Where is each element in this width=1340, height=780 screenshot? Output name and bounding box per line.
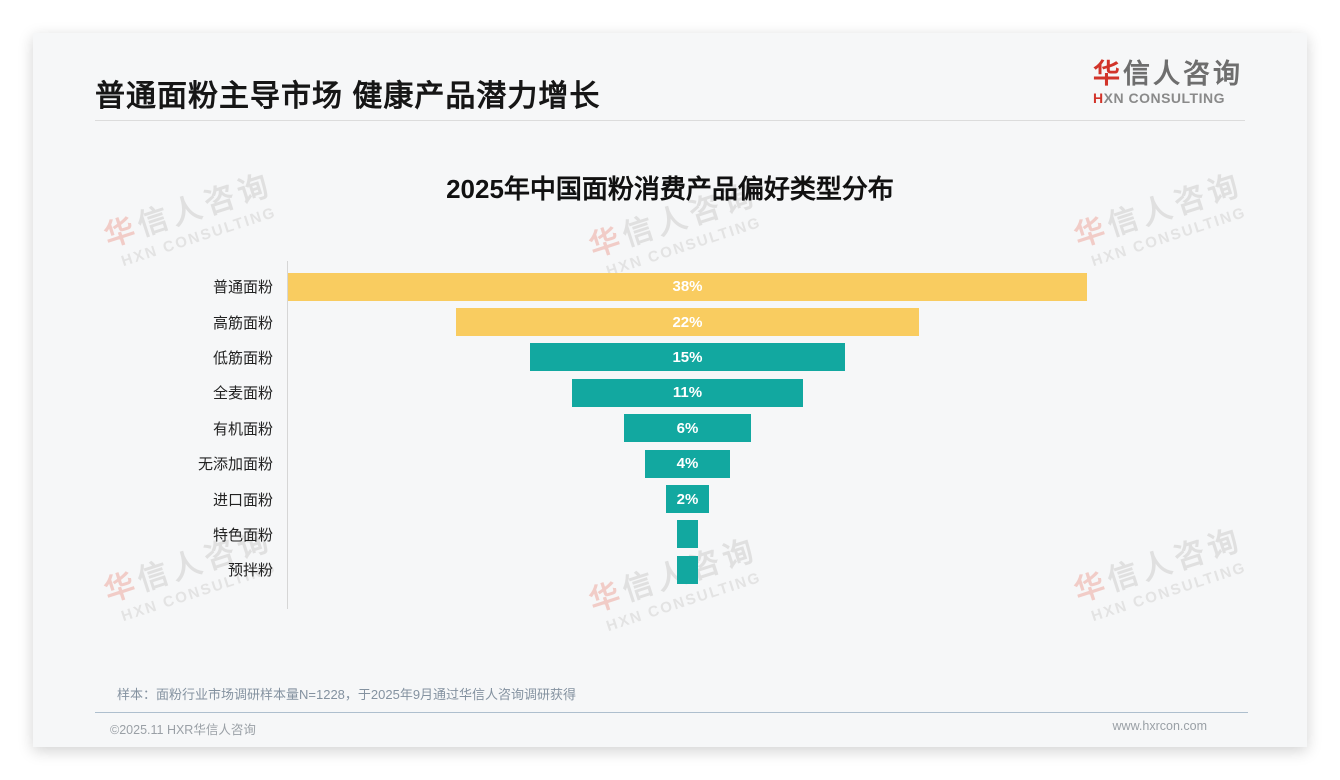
bar-track: 38% bbox=[288, 272, 1087, 301]
chart-row: 高筋面粉 22% bbox=[33, 304, 1307, 339]
chart-row: 预拌粉 bbox=[33, 552, 1307, 587]
chart-row: 低筋面粉 15% bbox=[33, 340, 1307, 375]
funnel-bar: 11% bbox=[571, 378, 804, 407]
bar-track: 2% bbox=[288, 485, 1087, 514]
footer-website: www.hxrcon.com bbox=[1112, 719, 1207, 733]
category-label: 进口面粉 bbox=[212, 491, 273, 509]
report-slide-card: 华信人咨询 HXN CONSULTING 华信人咨询 HXN CONSULTING 华信… bbox=[33, 33, 1307, 747]
logo-cn-rest: 信人咨询 bbox=[1123, 59, 1243, 89]
logo-cn-accent: 华 bbox=[1093, 59, 1123, 89]
category-label: 无添加面粉 bbox=[197, 456, 273, 474]
chart-row: 全麦面粉 11% bbox=[33, 375, 1307, 410]
sample-footnote: 样本：面粉行业市场调研样本量N=1228，于2025年9月通过华信人咨询调研获得 bbox=[117, 687, 577, 702]
bar-track: 6% bbox=[288, 414, 1087, 443]
bar-value-label: 6% bbox=[676, 419, 699, 437]
funnel-bar bbox=[676, 555, 698, 584]
logo-en-rest: XN CONSULTING bbox=[1103, 90, 1225, 107]
funnel-bar: 38% bbox=[288, 272, 1087, 301]
funnel-bar: 4% bbox=[645, 449, 730, 478]
category-label: 预拌粉 bbox=[227, 562, 273, 580]
funnel-bar: 2% bbox=[666, 485, 709, 514]
bar-track: 22% bbox=[288, 308, 1087, 337]
bar-track: 11% bbox=[288, 378, 1087, 407]
footer-copyright: ©2025.11 HXR华信人咨询 bbox=[110, 723, 256, 737]
chart-title: 2025年中国面粉消费产品偏好类型分布 bbox=[446, 174, 894, 204]
funnel-bar: 22% bbox=[456, 308, 919, 337]
page-title: 普通面粉主导市场 健康产品潜力增长 bbox=[95, 80, 601, 113]
bar-track: 4% bbox=[288, 449, 1087, 478]
chart-row: 进口面粉 2% bbox=[33, 481, 1307, 516]
bar-value-label: 38% bbox=[672, 278, 703, 296]
funnel-bar: 15% bbox=[529, 343, 846, 372]
logo-chinese-text: 华信人咨询 bbox=[1093, 59, 1243, 90]
bar-value-label: 15% bbox=[672, 348, 703, 366]
chart-row: 普通面粉 38% bbox=[33, 269, 1307, 304]
logo-en-accent: H bbox=[1093, 90, 1104, 107]
chart-row: 特色面粉 bbox=[33, 517, 1307, 552]
funnel-bar bbox=[676, 520, 698, 549]
chart-row: 无添加面粉 4% bbox=[33, 446, 1307, 481]
bar-track bbox=[288, 555, 1087, 584]
header-divider bbox=[95, 120, 1245, 121]
category-label: 特色面粉 bbox=[212, 526, 273, 544]
logo-english-text: HXN CONSULTING bbox=[1093, 90, 1243, 106]
category-label: 高筋面粉 bbox=[212, 314, 273, 332]
watermark-en-text: HXN CONSULTING bbox=[119, 203, 279, 271]
bar-track bbox=[288, 520, 1087, 549]
funnel-bar: 6% bbox=[624, 414, 751, 443]
bar-value-label: 22% bbox=[672, 313, 703, 331]
chart-row: 有机面粉 6% bbox=[33, 411, 1307, 446]
bar-value-label: 2% bbox=[676, 490, 699, 508]
category-label: 全麦面粉 bbox=[212, 385, 273, 403]
bar-track: 15% bbox=[288, 343, 1087, 372]
watermark-en-text: HXN CONSULTING bbox=[1089, 203, 1249, 271]
category-label: 低筋面粉 bbox=[212, 349, 273, 367]
funnel-chart: 普通面粉 38% 高筋面粉 22% 低筋面粉 15% 全麦面粉 11% 有机面粉 6% 无添加面粉 4… bbox=[33, 269, 1307, 588]
category-label: 有机面粉 bbox=[212, 420, 273, 438]
chart-axis-line bbox=[287, 261, 288, 609]
footer-divider bbox=[95, 712, 1248, 713]
company-logo: 华信人咨询 HXN CONSULTING bbox=[1093, 59, 1243, 106]
bar-value-label: 11% bbox=[672, 384, 703, 402]
category-label: 普通面粉 bbox=[212, 279, 273, 297]
bar-value-label: 4% bbox=[676, 455, 699, 473]
